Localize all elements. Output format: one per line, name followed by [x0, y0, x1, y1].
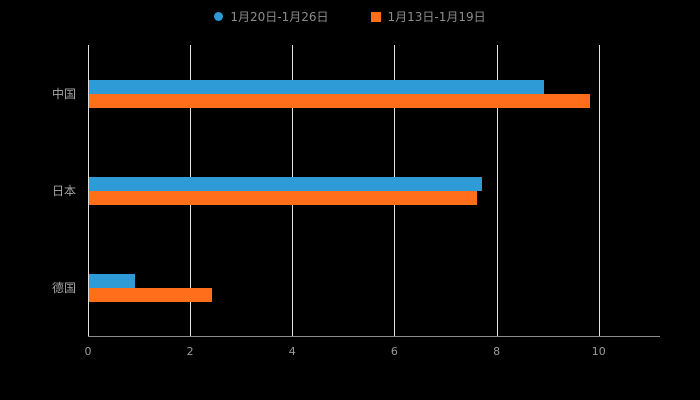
series1-circle-marker-icon — [214, 12, 224, 21]
bar-series2-日本 — [89, 190, 478, 205]
x-tick-label: 8 — [493, 345, 501, 358]
bar-series2-中国 — [89, 93, 590, 108]
bar-series1-日本 — [89, 176, 483, 191]
legend-label-series1: 1月20日-1月26日 — [230, 10, 329, 24]
x-tick-label: 6 — [390, 345, 398, 358]
legend: 1月20日-1月26日 1月13日-1月19日 — [0, 8, 700, 25]
category-label: 德国 — [51, 280, 76, 295]
x-tick-label: 2 — [186, 345, 194, 358]
gridline — [88, 45, 89, 336]
gridline — [496, 45, 498, 336]
category-label: 中国 — [51, 86, 76, 101]
category-label: 日本 — [51, 183, 76, 198]
plot-area: 0 2 4 6 8 10 — [85, 45, 660, 358]
series2-square-marker-icon — [370, 11, 381, 22]
x-tick-label: 0 — [84, 345, 92, 358]
gridline — [598, 45, 600, 336]
x-tick-label: 4 — [288, 345, 296, 358]
bar-series2-德国 — [89, 287, 212, 302]
bar-series1-中国 — [89, 79, 544, 94]
bar-series1-德国 — [89, 273, 135, 288]
legend-item-series1[interactable]: 1月20日-1月26日 — [214, 8, 329, 25]
legend-item-series2[interactable]: 1月13日-1月19日 — [370, 8, 486, 25]
category-axis: 中国 日本 德国 — [0, 45, 80, 337]
legend-label-series2: 1月13日-1月19日 — [387, 10, 486, 24]
x-tick-label: 10 — [591, 345, 606, 358]
